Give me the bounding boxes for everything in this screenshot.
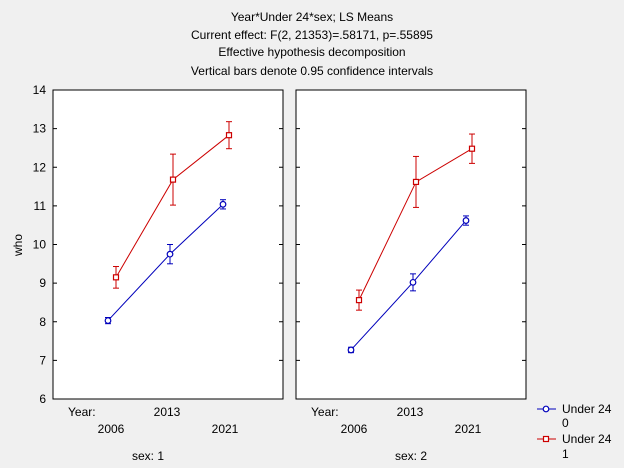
y-tick-label: 12: [33, 160, 47, 174]
y-axis-label: who: [11, 234, 25, 257]
panel-marks: [53, 89, 283, 400]
chart-title-line-3: Effective hypothesis decomposition: [218, 45, 405, 59]
legend-marker-circle: [542, 405, 550, 413]
y-tick-label: 10: [33, 238, 47, 252]
data-point: [462, 217, 470, 224]
data-point: [166, 250, 174, 258]
panel-sex-2: Year: 2006 2013 2021 sex: 2: [295, 89, 527, 463]
y-tick-labels: 6 7 8 9 10 11 12 13 14: [33, 83, 47, 406]
y-tick-label: 13: [33, 122, 47, 136]
legend: Under 24 0 Under 24 1: [537, 402, 612, 461]
data-point: [347, 346, 355, 354]
x-tick-label-2013: 2013: [397, 405, 424, 419]
y-tick-label: 6: [39, 392, 46, 406]
legend-label-series-0: Under 24: [562, 402, 612, 416]
y-tick-label: 7: [39, 353, 46, 367]
chart-title-line-4: Vertical bars denote 0.95 confidence int…: [191, 64, 433, 78]
x-tick-label-2013: 2013: [154, 405, 181, 419]
y-tick-label: 11: [34, 199, 47, 213]
chart-title-line-1: Year*Under 24*sex; LS Means: [231, 10, 393, 24]
data-point: [355, 297, 363, 304]
x-tick-label-2021: 2021: [212, 422, 239, 436]
data-point: [225, 132, 233, 139]
x-tick-label-2006: 2006: [341, 422, 368, 436]
chart-title-line-2: Current effect: F(2, 21353)=.58171, p=.5…: [191, 28, 433, 42]
legend-marker-square: [542, 435, 550, 443]
data-point: [169, 176, 177, 183]
data-point: [468, 145, 476, 152]
data-point: [104, 317, 112, 324]
panel-label: sex: 1: [132, 449, 164, 463]
y-tick-label: 8: [39, 315, 46, 329]
panel-sex-1: Year: 2006 2013 2021 sex: 1: [52, 89, 284, 463]
data-point: [409, 278, 417, 286]
x-axis-title: Year:: [311, 405, 339, 419]
y-tick-label: 9: [39, 276, 46, 290]
panel-marks: [296, 89, 526, 400]
panel-label: sex: 2: [395, 449, 427, 463]
legend-label-series-1: Under 24: [562, 432, 612, 446]
data-point: [112, 274, 120, 281]
x-axis-title: Year:: [68, 405, 96, 419]
legend-value-series-0: 0: [562, 416, 569, 430]
y-tick-label: 14: [33, 83, 47, 97]
data-point: [412, 178, 420, 186]
x-tick-label-2006: 2006: [98, 422, 125, 436]
legend-value-series-1: 1: [562, 447, 569, 461]
x-tick-label-2021: 2021: [455, 422, 482, 436]
data-point: [219, 200, 227, 208]
plot-area: [295, 89, 527, 400]
